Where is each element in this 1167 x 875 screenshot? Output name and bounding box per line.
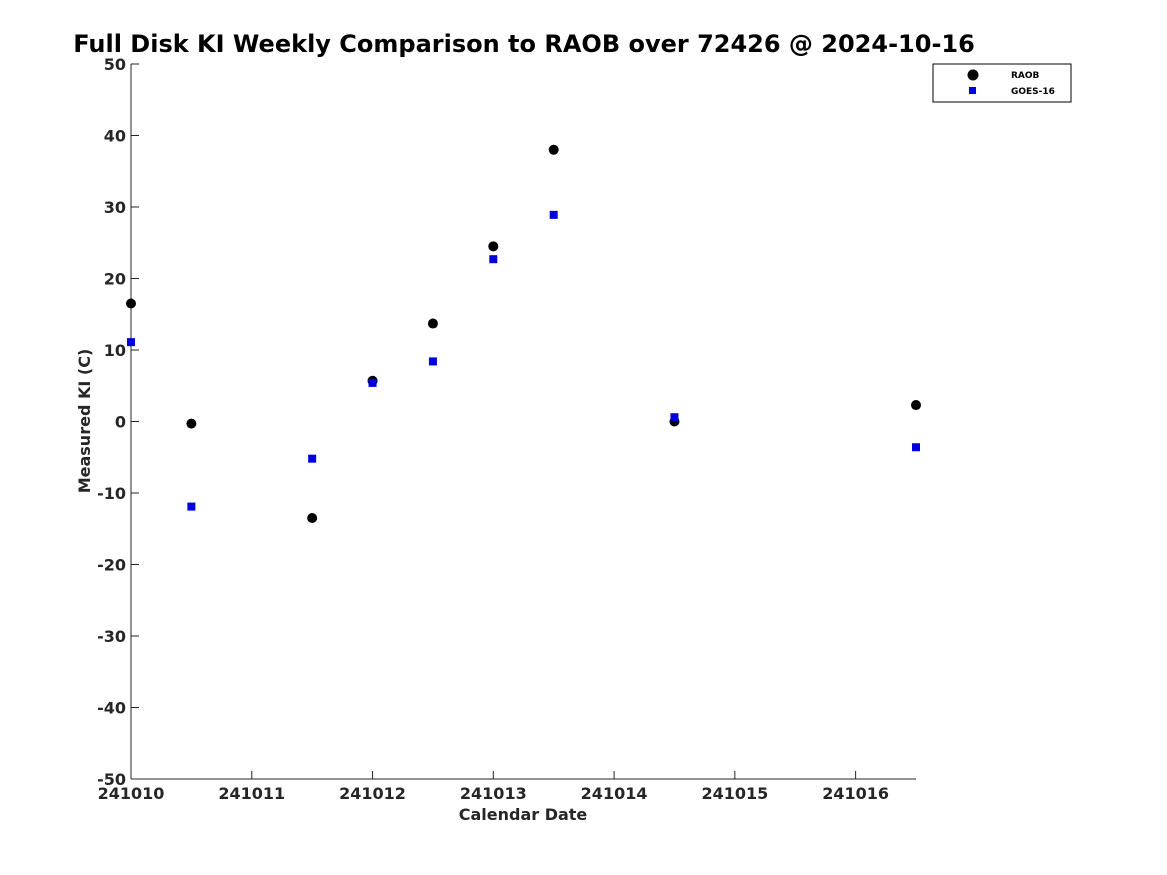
y-axis-label: Measured KI (C) <box>75 349 94 494</box>
y-tick-label: -20 <box>97 556 126 575</box>
point-goes-16 <box>428 357 437 366</box>
legend-label-goes-16: GOES-16 <box>1011 87 1055 97</box>
point-goes-16 <box>368 378 377 387</box>
y-tick-label: 0 <box>115 413 126 432</box>
point-raob <box>186 418 197 429</box>
y-axis-ticks: 50 40 30 20 10 0 -10 -20 -30 -40 -50 <box>97 55 139 789</box>
x-tick-label: 241015 <box>701 784 768 803</box>
x-axis-ticks: 241010 241011 241012 241013 241014 241015 2410… <box>98 771 889 803</box>
point-goes-16 <box>187 502 196 511</box>
x-tick-label: 241011 <box>218 784 285 803</box>
point-raob <box>307 513 318 524</box>
point-goes-16 <box>308 454 317 463</box>
point-raob <box>548 144 559 155</box>
point-raob <box>126 298 136 309</box>
x-tick-label: 241012 <box>339 784 406 803</box>
point-goes-16 <box>670 413 679 422</box>
legend-label-raob: RAOB <box>1011 71 1040 81</box>
point-goes-16 <box>489 255 498 264</box>
point-raob <box>911 400 921 411</box>
legend-box <box>932 63 1072 103</box>
data-points <box>126 144 921 524</box>
x-tick-label: 241010 <box>98 784 165 803</box>
point-raob <box>488 241 499 252</box>
chart-title: Full Disk KI Weekly Comparison to RAOB o… <box>73 30 975 58</box>
y-tick-label: -30 <box>97 627 126 646</box>
y-tick-label: 10 <box>104 341 126 360</box>
legend-marker-goes-16 <box>969 87 976 94</box>
point-goes-16 <box>127 338 135 347</box>
y-tick-label: -40 <box>97 699 126 718</box>
y-tick-label: 30 <box>104 198 126 217</box>
y-tick-label: 20 <box>104 270 126 289</box>
x-tick-label: 241016 <box>822 784 889 803</box>
point-goes-16 <box>912 443 920 452</box>
y-tick-label: 50 <box>104 55 126 74</box>
legend: RAOB GOES-16 <box>932 63 1072 103</box>
y-tick-label: -50 <box>97 770 126 789</box>
x-tick-label: 241013 <box>460 784 527 803</box>
y-tick-label: 40 <box>104 127 126 146</box>
x-tick-label: 241014 <box>581 784 648 803</box>
point-goes-16 <box>549 210 558 219</box>
x-axis-label: Calendar Date <box>459 805 588 824</box>
legend-marker-raob <box>967 69 979 81</box>
y-tick-label: -10 <box>97 484 126 503</box>
point-raob <box>427 318 438 329</box>
